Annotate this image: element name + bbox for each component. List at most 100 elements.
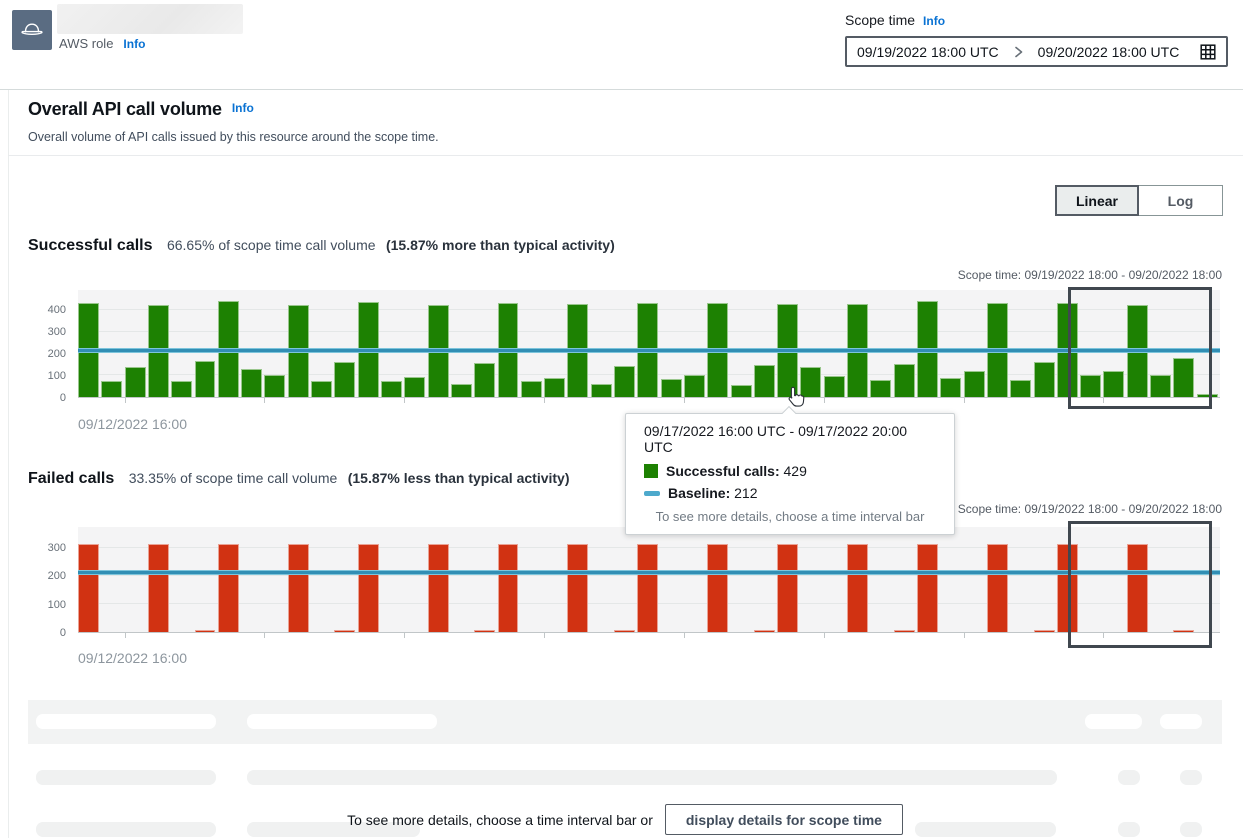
baseline-line <box>78 347 1220 353</box>
display-details-button[interactable]: display details for scope time <box>664 804 903 835</box>
details-cta-row: To see more details, choose a time inter… <box>28 804 1222 835</box>
time-interval-bar[interactable] <box>101 380 123 397</box>
skeleton-row-pill <box>1180 822 1202 837</box>
time-interval-bar[interactable] <box>334 630 356 632</box>
tooltip-baseline-row: Baseline: 212 <box>644 485 936 501</box>
time-interval-bar[interactable] <box>1010 379 1032 397</box>
scope-time-highlight-box <box>1068 287 1212 409</box>
x-axis-tick <box>544 398 546 403</box>
time-interval-bar[interactable] <box>567 543 589 632</box>
time-interval-bar[interactable] <box>986 543 1008 632</box>
role-info-link[interactable]: Info <box>123 37 146 51</box>
time-interval-bar[interactable] <box>637 543 659 632</box>
skeleton-row-pill <box>247 822 420 837</box>
time-interval-bar[interactable] <box>427 543 449 632</box>
time-interval-bar[interactable] <box>1033 362 1055 397</box>
time-interval-bar[interactable] <box>357 543 379 632</box>
y-axis-tick-label: 400 <box>47 304 66 317</box>
time-interval-bar[interactable] <box>940 378 962 397</box>
time-interval-bar[interactable] <box>777 543 799 632</box>
time-interval-bar[interactable] <box>614 366 635 397</box>
time-interval-bar[interactable] <box>614 630 635 632</box>
time-interval-bar[interactable] <box>194 630 216 632</box>
calendar-icon[interactable] <box>1200 43 1216 60</box>
y-axis-tick-label: 0 <box>59 392 66 404</box>
role-type-label: AWS role <box>59 36 114 51</box>
time-interval-bar[interactable] <box>1173 357 1195 397</box>
time-interval-bar[interactable] <box>520 380 542 397</box>
time-interval-bar[interactable] <box>730 385 752 397</box>
time-interval-bar[interactable] <box>800 366 822 397</box>
x-axis-tick <box>124 633 126 638</box>
x-axis-tick <box>683 398 685 403</box>
time-interval-bar[interactable] <box>847 543 869 632</box>
x-axis-start-label: 09/12/2022 16:00 <box>78 416 187 432</box>
time-interval-bar[interactable] <box>893 630 915 632</box>
scope-end-value: 09/20/2022 18:00 UTC <box>1037 43 1180 60</box>
skeleton-row-pill <box>1180 770 1202 785</box>
time-interval-bar[interactable] <box>893 364 915 397</box>
successful-calls-volume-text: 66.65% of scope time call volume <box>166 237 376 253</box>
time-interval-bar[interactable] <box>217 543 239 632</box>
time-interval-bar[interactable] <box>194 361 216 397</box>
section-description: Overall volume of API calls issued by th… <box>28 130 439 144</box>
y-axis-tick-label: 300 <box>47 541 66 554</box>
time-interval-bar[interactable] <box>241 368 263 397</box>
x-axis-tick <box>264 398 266 403</box>
time-interval-bar[interactable] <box>1196 393 1218 397</box>
x-axis-tick <box>404 633 406 638</box>
scope-time-range-control[interactable]: 09/19/2022 18:00 UTC 09/20/2022 18:00 UT… <box>845 36 1228 67</box>
x-axis-tick <box>963 633 965 638</box>
time-interval-bar[interactable] <box>78 543 99 632</box>
successful-calls-chart <box>78 290 1220 403</box>
time-interval-bar[interactable] <box>380 380 402 397</box>
time-interval-bar[interactable] <box>1080 375 1102 397</box>
chevron-right-icon <box>1013 45 1024 59</box>
time-interval-bar[interactable] <box>171 380 193 397</box>
time-interval-bar[interactable] <box>124 366 146 397</box>
failed-calls-title: Failed calls <box>28 470 115 487</box>
time-interval-bar[interactable] <box>544 378 566 397</box>
time-interval-bar[interactable] <box>1103 370 1125 397</box>
time-interval-bar[interactable] <box>753 630 775 632</box>
time-interval-bar[interactable] <box>683 375 705 397</box>
log-toggle-button[interactable]: Log <box>1139 185 1223 216</box>
scope-info-link[interactable]: Info <box>923 14 946 28</box>
time-interval-bar[interactable] <box>334 362 356 397</box>
time-interval-bar[interactable] <box>753 365 775 397</box>
time-interval-bar[interactable] <box>1173 630 1195 632</box>
time-interval-bar[interactable] <box>660 379 682 397</box>
y-axis-tick-label: 100 <box>47 598 66 611</box>
time-interval-bar[interactable] <box>497 543 519 632</box>
time-interval-bar[interactable] <box>474 630 496 632</box>
time-interval-bar[interactable] <box>823 376 845 397</box>
time-interval-bar[interactable] <box>1126 543 1148 632</box>
time-interval-bar[interactable] <box>590 383 612 397</box>
time-interval-bar[interactable] <box>707 543 729 632</box>
time-interval-bar[interactable] <box>311 380 333 397</box>
skeleton-row-pill <box>36 822 216 837</box>
time-interval-bar[interactable] <box>474 363 496 397</box>
time-interval-bar[interactable] <box>450 383 472 397</box>
time-interval-bar[interactable] <box>264 375 286 397</box>
skeleton-row-pill <box>247 770 1057 785</box>
time-interval-bar[interactable] <box>917 543 938 632</box>
successful-calls-comparison-text: (15.87% more than typical activity) <box>385 237 615 253</box>
time-interval-bar[interactable] <box>1150 375 1172 397</box>
linear-toggle-button[interactable]: Linear <box>1055 185 1139 216</box>
time-interval-bar[interactable] <box>1056 543 1078 632</box>
time-interval-bar[interactable] <box>1033 630 1055 632</box>
time-interval-bar[interactable] <box>963 370 985 397</box>
time-interval-bar[interactable] <box>870 379 892 397</box>
failed-calls-volume-text: 33.35% of scope time call volume <box>128 470 338 486</box>
section-info-link[interactable]: Info <box>231 101 254 115</box>
time-interval-bar[interactable] <box>404 377 426 397</box>
time-interval-bar[interactable] <box>287 543 309 632</box>
x-axis-tick <box>544 633 546 638</box>
time-interval-bar[interactable] <box>147 543 169 632</box>
skeleton-row-pill <box>1118 770 1140 785</box>
redacted-resource-name <box>57 4 243 34</box>
x-axis-tick <box>823 398 825 403</box>
section-header: Overall API call volume Info <box>28 99 254 120</box>
scope-time-banner: Scope time: 09/19/2022 18:00 - 09/20/202… <box>957 268 1222 282</box>
